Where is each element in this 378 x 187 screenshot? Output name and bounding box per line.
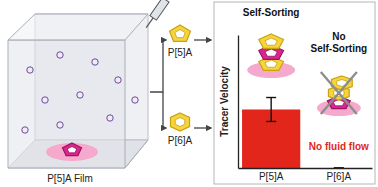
stack-pentagon-hole: [265, 60, 277, 67]
box-edge: [125, 140, 148, 168]
annotation: No fluid flow: [309, 141, 369, 152]
guest-hexagon-hole: [175, 118, 185, 127]
panel-frame: [214, 2, 375, 184]
y-axis-line: [238, 36, 239, 169]
tracer: [115, 77, 121, 83]
x-tick: P[6]A: [327, 168, 352, 182]
y-axis: [238, 36, 239, 169]
guest-pentagon-hole: [175, 30, 185, 38]
tracer: [42, 97, 48, 103]
flow-arrow: [194, 127, 211, 128]
guest-pentagon: [170, 25, 191, 41]
guest-label: P[6]A: [168, 135, 193, 146]
tracer: [107, 115, 113, 121]
tracer: [27, 67, 33, 73]
tracer: [92, 59, 98, 65]
box-top: [8, 14, 148, 40]
tracer: [132, 97, 138, 103]
syringe-barrel: [150, 0, 169, 20]
box-front: [8, 40, 125, 168]
flow-arrow: [150, 40, 166, 92]
film-label: P[5]A Film: [47, 173, 93, 184]
film-pentagon-hole: [67, 147, 77, 153]
x-tick-label: P[5]A: [259, 171, 284, 182]
cross: [321, 72, 357, 114]
flow-arrow: [194, 39, 211, 40]
tracer: [77, 92, 83, 98]
syringe-needle: [146, 18, 153, 28]
y-axis-title: Tracer Velocity: [219, 66, 230, 137]
cross: [321, 72, 357, 114]
flow-arrow: [163, 92, 166, 128]
error-bar: [266, 98, 276, 122]
stack-no-sorting: [317, 72, 361, 116]
tracer: [57, 122, 63, 128]
guest-hexagon: [170, 113, 189, 131]
error-cap: [266, 121, 276, 122]
film-pentagon: [62, 143, 81, 156]
film-spot: [46, 143, 98, 161]
guest-label: P[5]A: [168, 47, 193, 58]
film-box: [8, 14, 148, 168]
annotation: NoSelf-Sorting: [311, 31, 368, 54]
stack-self-sorting: [247, 34, 295, 78]
stack-pentagon-hole: [265, 49, 277, 56]
tracer: [57, 52, 63, 58]
tracer: [22, 127, 28, 133]
syringe: [143, 0, 169, 30]
x-tick: P[5]A: [259, 168, 284, 182]
stack-pentagon-hole: [265, 38, 277, 45]
stack-pentagon: [259, 34, 284, 48]
guests: P[5]A P[6]A: [168, 25, 193, 146]
x-axis-line: [239, 168, 373, 169]
error-stem: [270, 98, 271, 122]
x-axis: P[5]A P[6]A: [239, 168, 373, 182]
annotation: Self-Sorting: [243, 7, 300, 18]
x-tick-label: P[6]A: [327, 171, 352, 182]
error-cap: [266, 97, 276, 98]
